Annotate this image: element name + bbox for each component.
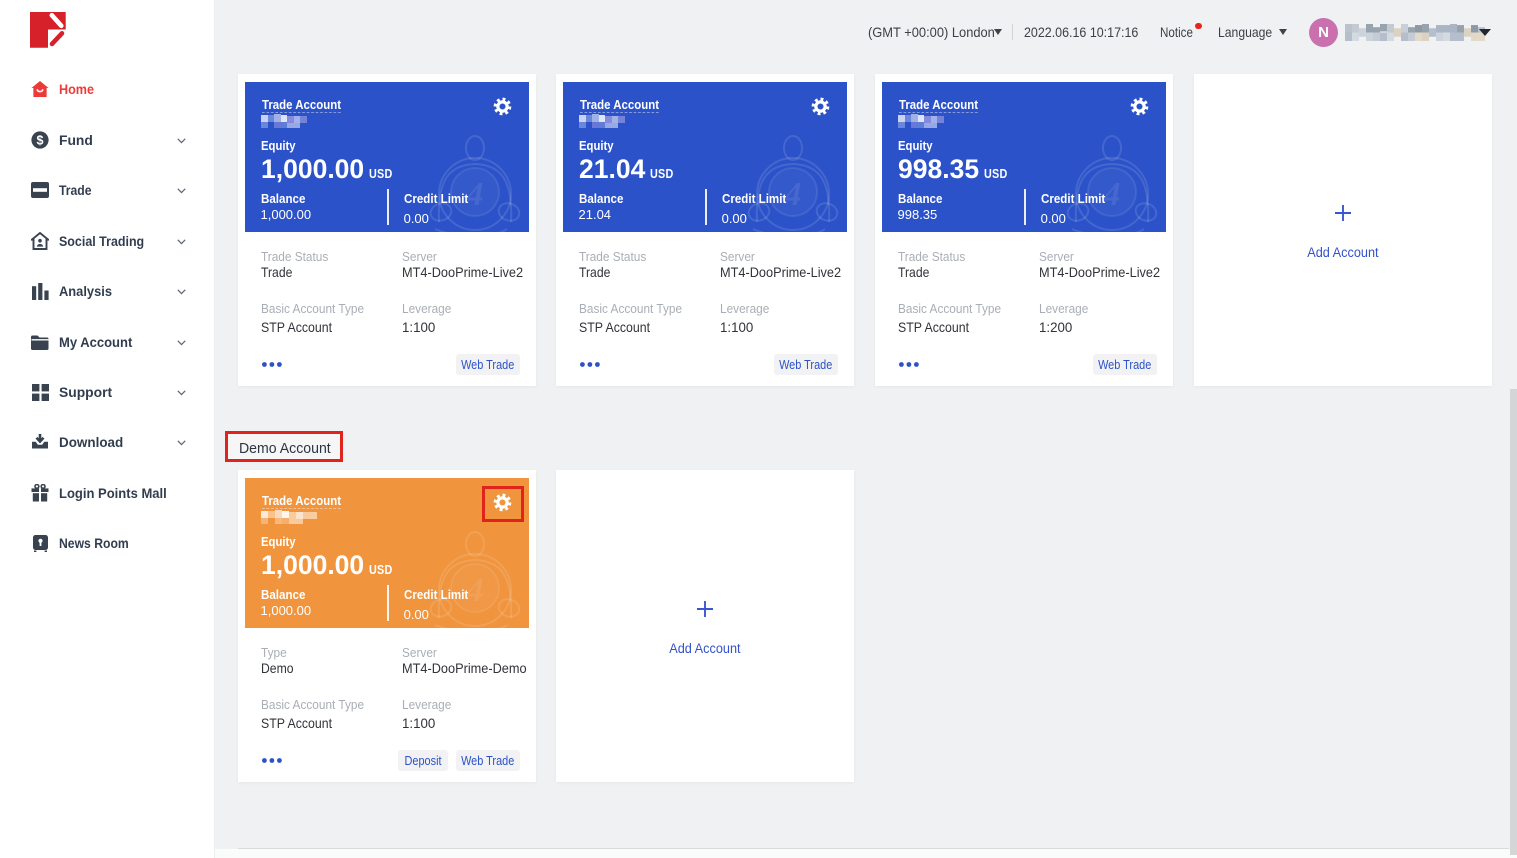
svg-text:4: 4 [466, 176, 484, 213]
svg-text:4: 4 [784, 176, 802, 213]
svg-text:$: $ [37, 133, 44, 147]
svg-text:4: 4 [1103, 176, 1121, 213]
svg-text:4: 4 [466, 572, 484, 609]
